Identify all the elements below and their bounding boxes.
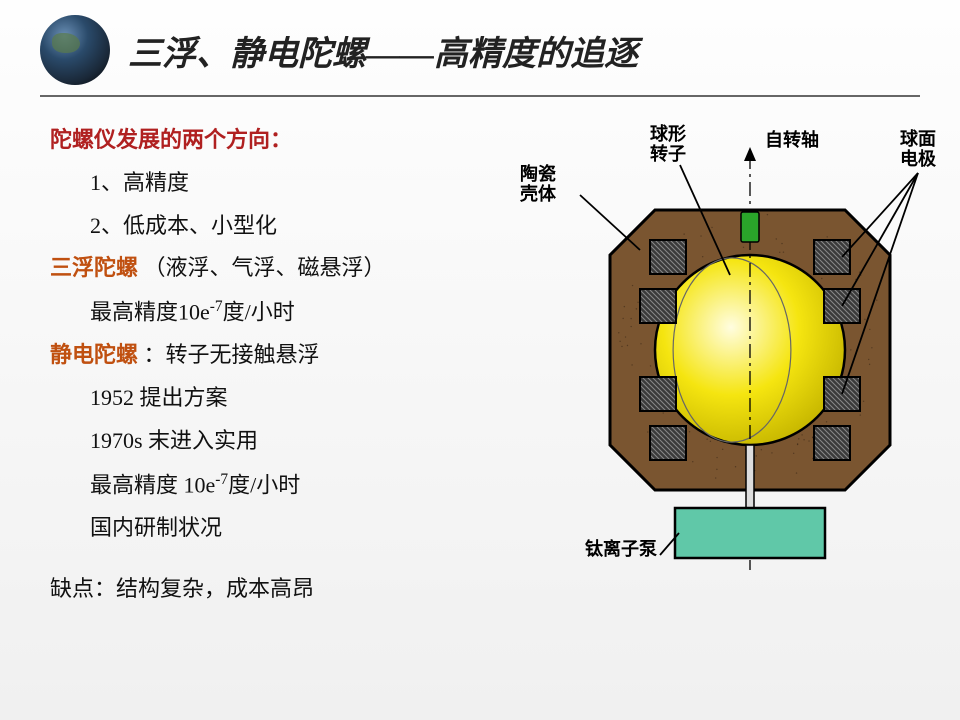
- section3-precision: 最高精度 10e-7度/小时: [50, 469, 530, 501]
- text-column: 陀螺仪发展的两个方向： 1、高精度 2、低成本、小型化 三浮陀螺 （液浮、气浮、…: [50, 125, 530, 616]
- section2-title: 三浮陀螺: [50, 255, 138, 280]
- label-sphere-rotor: 球形 转子: [650, 125, 686, 165]
- section3-l1: 1952 提出方案: [50, 383, 530, 414]
- label-sphere-electrode: 球面 电极: [900, 130, 936, 170]
- section1-heading: 陀螺仪发展的两个方向：: [50, 125, 530, 156]
- title-bar: 三浮、静电陀螺——高精度的追逐: [0, 0, 960, 105]
- content-area: 陀螺仪发展的两个方向： 1、高精度 2、低成本、小型化 三浮陀螺 （液浮、气浮、…: [0, 105, 960, 616]
- globe-icon: [40, 15, 110, 85]
- section3-l4: 国内研制状况: [50, 513, 530, 544]
- section1-item2: 2、低成本、小型化: [50, 211, 530, 242]
- section3-title: 静电陀螺: [50, 342, 138, 367]
- label-spin-axis: 自转轴: [765, 131, 819, 151]
- slide-title: 三浮、静电陀螺——高精度的追逐: [128, 26, 638, 75]
- label-ceramic-shell: 陶瓷 壳体: [520, 165, 556, 205]
- gyroscope-diagram: [530, 125, 960, 605]
- defect-line: 缺点：结构复杂，成本高昂: [50, 574, 530, 605]
- section2-precision: 最高精度10e-7度/小时: [50, 296, 530, 328]
- section3-l2: 1970s 末进入实用: [50, 426, 530, 457]
- section3-heading: 静电陀螺 ：转子无接触悬浮: [50, 340, 530, 371]
- label-ti-pump: 钛离子泵: [585, 540, 657, 560]
- section2-note: （液浮、气浮、磁悬浮）: [144, 255, 386, 280]
- section1-item1: 1、高精度: [50, 168, 530, 199]
- section2-heading: 三浮陀螺 （液浮、气浮、磁悬浮）: [50, 253, 530, 284]
- section3-note: ：转子无接触悬浮: [144, 342, 320, 367]
- diagram-column: 陶瓷 壳体 球形 转子 自转轴 球面 电极 钛离子泵: [530, 125, 930, 605]
